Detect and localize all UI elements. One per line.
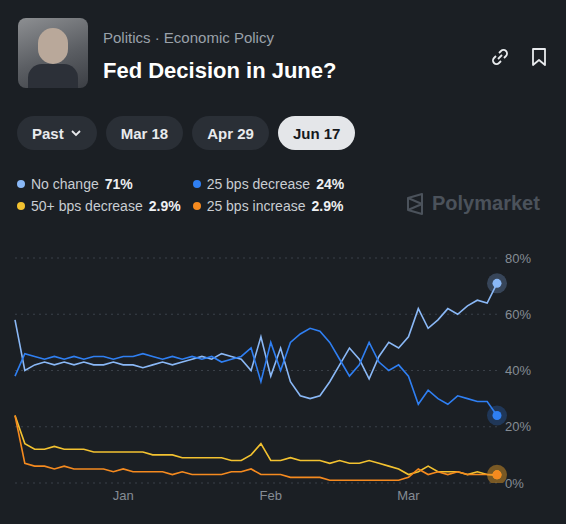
html-text:Mar 18: Mar 18 [120,124,169,142]
html-text:No change 71%: No change 71% [31,176,133,192]
svg-text:Jan: Jan [113,488,134,503]
html-text:50+ bps decrease 2.9%: 50+ bps decrease 2.9% [31,198,181,214]
svg-text:Feb: Feb [260,488,282,503]
html-text:Jun 17: Jun 17 [292,124,341,142]
svg-text:20%: 20% [505,419,531,434]
html-text:Past: Past [32,124,64,142]
svg-text:40%: 40% [505,363,531,378]
svg-text:0%: 0% [505,476,524,491]
html-text:Fed Decision in June?: Fed Decision in June? [103,58,337,83]
html-text:Polymarket: Polymarket [432,192,540,214]
html-text:25 bps decrease 24%: 25 bps decrease 24% [206,176,345,192]
html-text:Apr 29: Apr 29 [207,124,254,142]
svg-text:Mar: Mar [397,488,420,503]
svg-text:60%: 60% [505,307,531,322]
svg-text:80%: 80% [505,251,531,266]
html-text:Politics · Economic Policy: Politics · Economic Policy [103,29,274,46]
html-text:25 bps increase 2.9%: 25 bps increase 2.9% [206,198,344,214]
